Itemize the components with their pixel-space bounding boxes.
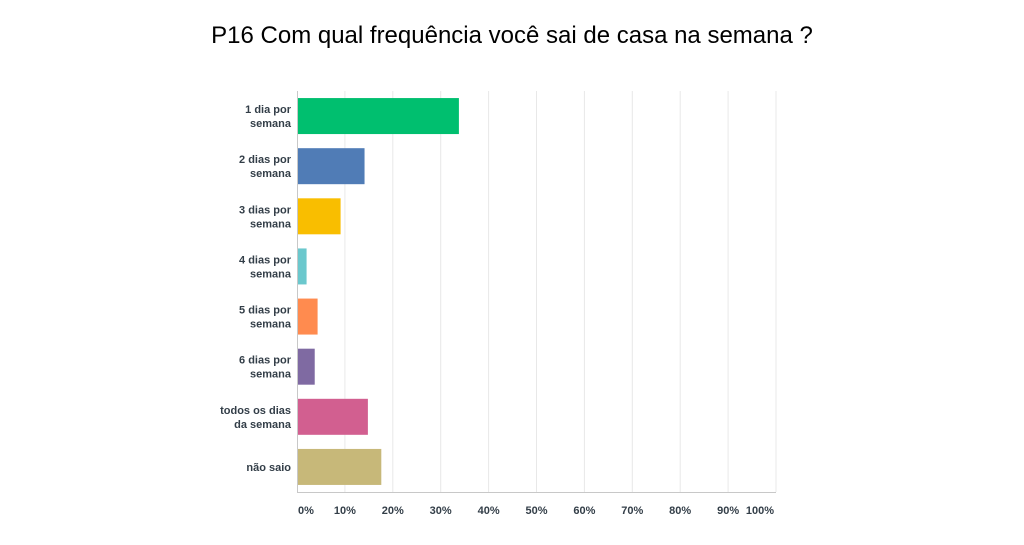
bar-6 <box>298 398 368 435</box>
bar-3 <box>298 248 307 285</box>
x-tick-label-10: 100% <box>746 505 774 517</box>
bar-1 <box>298 148 365 185</box>
bar-5 <box>298 348 315 385</box>
x-tick-label-3: 30% <box>430 505 452 517</box>
category-label-1: 2 dias por semana <box>239 154 292 180</box>
axis-layer <box>297 91 776 493</box>
x-tick-label-8: 80% <box>669 505 691 517</box>
chart-title: P16 Com qual frequência você sai de casa… <box>211 22 813 49</box>
category-label-2: 3 dias por semana <box>239 204 292 230</box>
category-label-6: todos os dias da semana <box>220 405 292 431</box>
x-tick-label-4: 40% <box>478 505 500 517</box>
category-label-7: não saio <box>246 462 291 474</box>
x-tick-label-2: 20% <box>382 505 404 517</box>
category-label-layer: 1 dia por semana 2 dias por semana 3 dias po… <box>220 104 292 474</box>
x-tick-label-7: 70% <box>621 505 643 517</box>
grid-layer <box>344 91 777 492</box>
x-tick-label-5: 50% <box>525 505 547 517</box>
bar-layer <box>298 98 459 485</box>
category-label-5: 6 dias por semana <box>239 355 292 381</box>
x-tick-label-0: 0% <box>298 505 314 517</box>
x-tick-label-6: 60% <box>573 505 595 517</box>
x-tick-label-9: 90% <box>717 505 739 517</box>
category-label-3: 4 dias por semana <box>239 254 292 280</box>
bar-0 <box>298 98 459 135</box>
bar-2 <box>298 198 341 235</box>
category-label-4: 5 dias por semana <box>239 305 292 331</box>
category-label-0: 1 dia por semana <box>245 104 292 130</box>
tick-label-layer: 0% 10% 20% 30% 40% 50% 60% 70% 80% 90% 100% <box>298 505 774 517</box>
bar-7 <box>298 448 382 485</box>
bar-4 <box>298 298 318 335</box>
x-tick-label-1: 10% <box>334 505 356 517</box>
